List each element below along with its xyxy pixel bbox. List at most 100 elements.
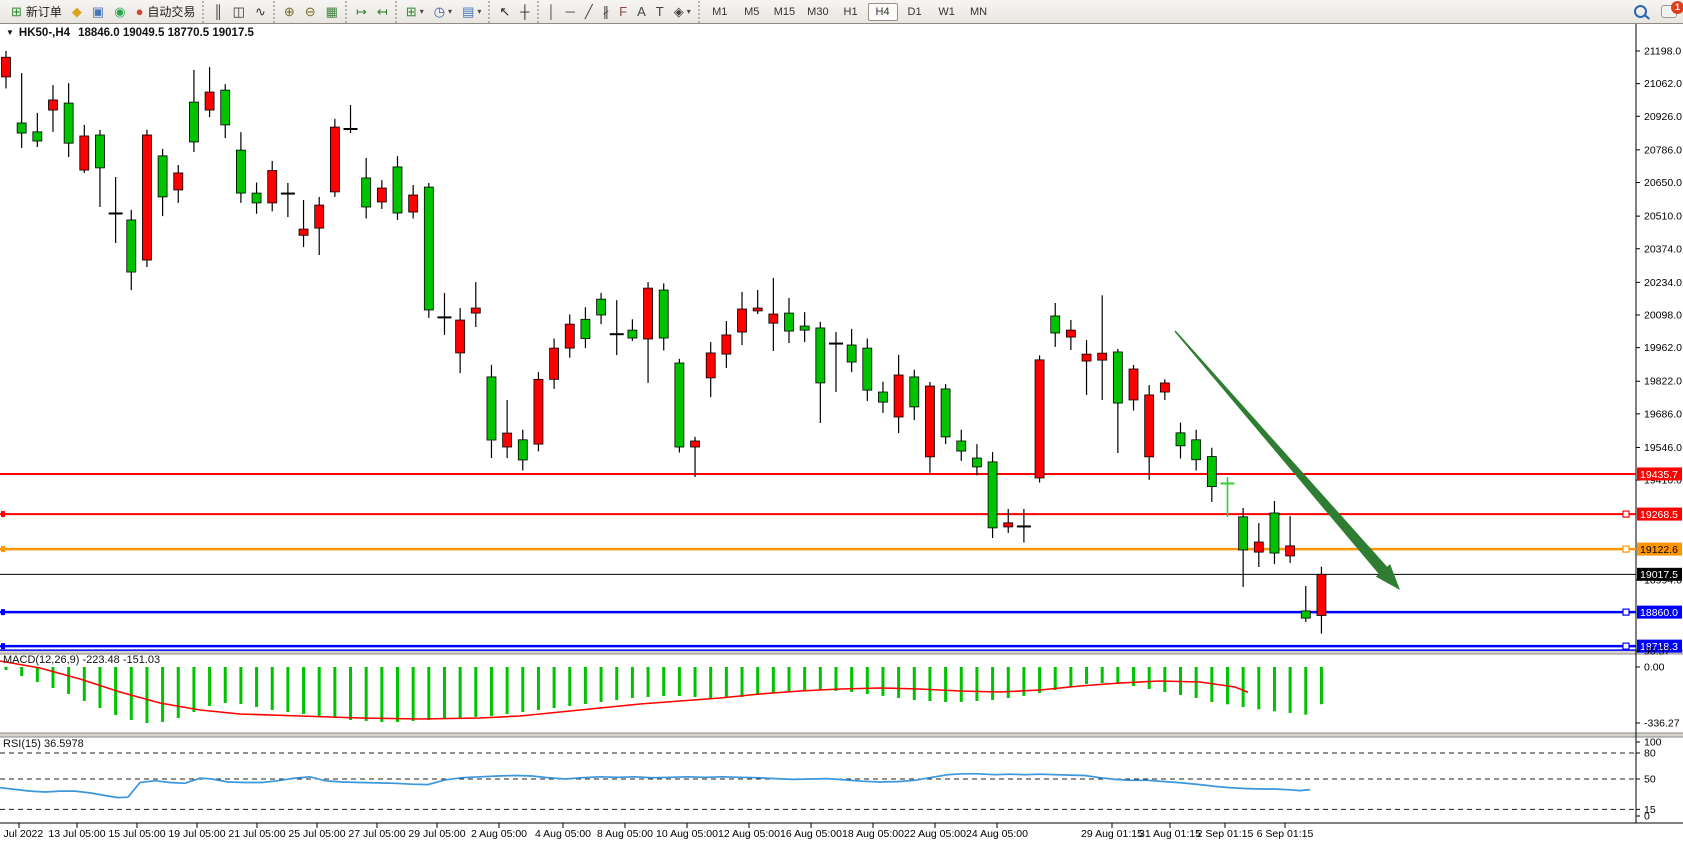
candlestick-chart-button[interactable]: ◫ xyxy=(229,2,249,21)
candle xyxy=(189,101,199,143)
tile-windows-icon: ▦ xyxy=(325,4,338,19)
line-handle-left[interactable] xyxy=(1,643,5,650)
candle xyxy=(784,312,794,332)
toolbar-group: ⊕ ⊖ ▦ xyxy=(272,0,343,23)
zoom-out-button[interactable]: ⊖ xyxy=(301,2,320,21)
horizontal-line-icon: ─ xyxy=(565,4,575,19)
periods-caret-icon[interactable]: ▾ xyxy=(448,7,453,16)
candle xyxy=(392,166,403,214)
time-tick-label: 12 Aug 05:00 xyxy=(718,828,780,840)
macd-signal-line xyxy=(0,660,1249,720)
cursor-button[interactable]: ↖ xyxy=(495,2,514,21)
candle xyxy=(361,177,372,208)
vertical-line-button[interactable]: │ xyxy=(544,2,560,21)
time-tick-label: 10 Aug 05:00 xyxy=(656,828,718,840)
notifications-button[interactable]: 1 xyxy=(1661,1,1683,18)
timeframe-m30[interactable]: M30 xyxy=(807,5,829,18)
arrows-button[interactable]: ◈ ▾ xyxy=(670,2,695,21)
line-handle-left[interactable] xyxy=(1,546,5,553)
candle xyxy=(878,391,888,403)
indicators-add-button[interactable]: ⊞ ▾ xyxy=(402,2,428,21)
line-handle[interactable] xyxy=(1622,545,1630,553)
price-tick-label: 21198.0 xyxy=(1644,46,1681,58)
signals-button[interactable]: ◉ xyxy=(110,2,129,21)
pane-separator-rsi[interactable] xyxy=(0,733,1683,737)
time-tick-label: 13 Jul 05:00 xyxy=(48,828,105,840)
tile-windows-button[interactable]: ▦ xyxy=(322,2,342,21)
timeframe-mn[interactable]: MN xyxy=(970,5,988,18)
bar-chart-button[interactable]: ║ xyxy=(209,2,226,21)
arrows-icon: ◈ xyxy=(673,4,684,19)
timeframe-w1[interactable]: W1 xyxy=(938,5,955,18)
candle xyxy=(1112,351,1123,404)
chart-collapse-icon[interactable]: ▼ xyxy=(6,28,14,37)
trend-arrow[interactable] xyxy=(1174,330,1400,591)
timeframe-h4[interactable]: H4 xyxy=(867,2,898,21)
time-tick-label: 2 Sep 01:15 xyxy=(1197,828,1254,840)
templates-caret-icon[interactable]: ▾ xyxy=(477,7,482,16)
text-label-button[interactable]: T xyxy=(652,2,668,21)
price-line-label-box xyxy=(1637,605,1682,619)
new-chart-button[interactable]: ▣ xyxy=(88,2,108,21)
timeframe-m15[interactable]: M15 xyxy=(773,5,796,18)
pane-separator-macd[interactable] xyxy=(0,650,1683,654)
candle xyxy=(752,307,763,312)
candle xyxy=(1253,541,1264,553)
candle xyxy=(1300,610,1311,619)
symbol-period-label: HK50-,H4 xyxy=(18,27,71,39)
zoom-in-button[interactable]: ⊕ xyxy=(280,2,299,21)
timeframe-m1[interactable]: M1 xyxy=(712,5,728,18)
line-handle-left[interactable] xyxy=(1,609,5,616)
candle xyxy=(1175,432,1186,447)
toolbar-group: ↦ ↤ xyxy=(344,0,393,23)
price-line-label-box xyxy=(1637,467,1682,481)
candlestick-chart-icon: ◫ xyxy=(232,4,245,19)
candle xyxy=(564,323,575,349)
timeframe-d1[interactable]: D1 xyxy=(907,5,922,18)
timeframe-m5[interactable]: M5 xyxy=(744,5,760,18)
text-label-icon: T xyxy=(655,4,664,19)
signals-icon: ◉ xyxy=(114,4,126,19)
time-tick-label: 31 Aug 01:15 xyxy=(1139,828,1201,840)
candle xyxy=(846,344,857,363)
auto-scroll-button[interactable]: ↦ xyxy=(352,2,371,21)
time-tick-label: 25 Jul 05:00 xyxy=(288,828,345,840)
candle xyxy=(220,89,231,126)
line-handle[interactable] xyxy=(1622,510,1630,518)
candle xyxy=(533,378,544,445)
chart-shift-button[interactable]: ↤ xyxy=(373,2,392,21)
line-handle[interactable] xyxy=(1622,608,1630,616)
price-line-label: 18860.0 xyxy=(1640,607,1678,619)
line-handle-left[interactable] xyxy=(1,511,5,518)
toolbar-group: ↖ ┼ xyxy=(488,0,534,23)
timeframe-h1[interactable]: H1 xyxy=(843,5,858,18)
equidistant-channel-button[interactable]: ∦ xyxy=(599,2,614,21)
fibonacci-button[interactable]: F xyxy=(615,2,631,21)
trendline-button[interactable]: ╱ xyxy=(581,2,597,21)
candle xyxy=(32,131,43,142)
charts-icon: ◆ xyxy=(71,4,82,19)
indicators-add-caret-icon[interactable]: ▾ xyxy=(419,7,424,16)
text-button[interactable]: A xyxy=(633,2,650,21)
new-order-label: 新订单 xyxy=(25,5,62,19)
macd-axis-label: 95.57 xyxy=(1644,646,1670,658)
periods-button[interactable]: ◷ ▾ xyxy=(430,2,456,21)
line-handle[interactable] xyxy=(1622,642,1630,650)
crosshair-button[interactable]: ┼ xyxy=(516,2,533,21)
charts-button[interactable]: ◆ xyxy=(68,2,86,21)
candle xyxy=(1128,368,1139,401)
templates-button[interactable]: ▤ ▾ xyxy=(458,2,485,21)
line-chart-button[interactable]: ∿ xyxy=(251,2,270,21)
search-icon[interactable] xyxy=(1634,5,1647,18)
price-tick-label: 19686.0 xyxy=(1644,408,1682,420)
horizontal-line-button[interactable]: ─ xyxy=(562,2,579,21)
candle xyxy=(1206,456,1217,487)
arrows-caret-icon[interactable]: ▾ xyxy=(686,7,691,16)
toolbar-group: ⊞ 新订单 ◆ ▣ ◉ ● 自动交易 xyxy=(2,1,200,23)
new-order-button[interactable]: ⊞ 新订单 xyxy=(7,2,66,21)
candle xyxy=(455,319,466,354)
auto-trading-button[interactable]: ● 自动交易 xyxy=(132,2,200,21)
candle xyxy=(643,287,653,340)
auto-trading-label: 自动交易 xyxy=(147,5,196,19)
candle xyxy=(1144,394,1155,458)
